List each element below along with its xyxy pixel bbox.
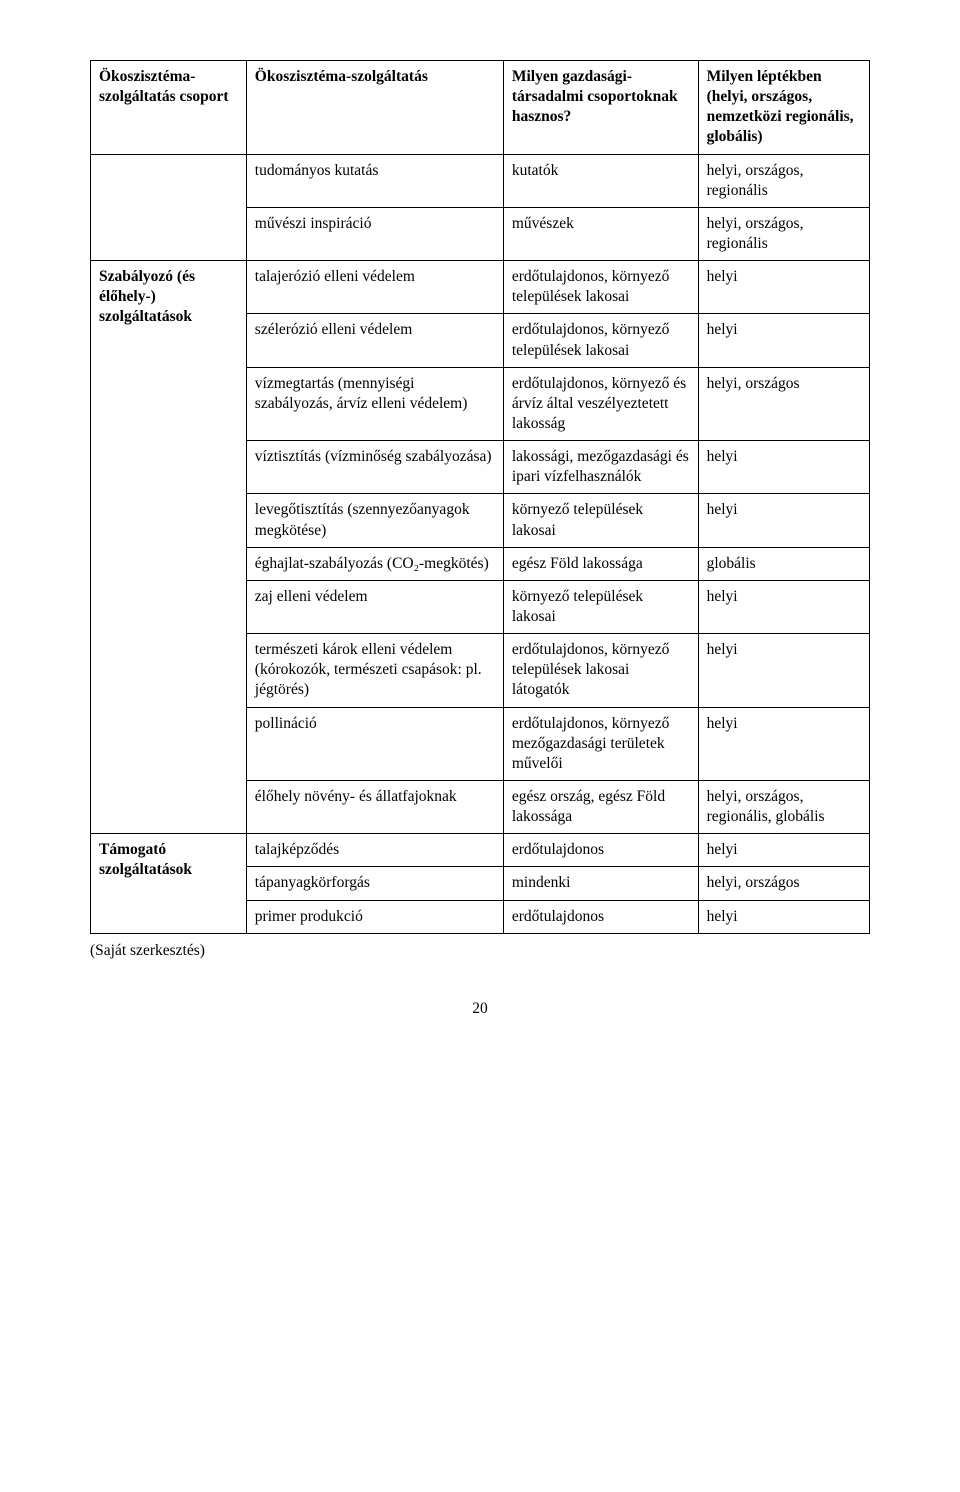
scale-cell: helyi [698, 314, 869, 367]
service-cell: vízmegtartás (mennyiségi szabályozás, ár… [246, 367, 503, 440]
benef-cell: erdőtulajdonos, környező és árvíz által … [503, 367, 698, 440]
benef-cell: környező települések lakosai [503, 494, 698, 547]
group-label: Támogató szolgáltatások [99, 841, 192, 878]
scale-cell: helyi, országos, regionális [698, 207, 869, 260]
scale-cell: helyi [698, 580, 869, 633]
header-service: Ökoszisztéma-szolgáltatás [246, 61, 503, 155]
service-cell: pollináció [246, 707, 503, 780]
scale-cell: helyi [698, 441, 869, 494]
scale-cell: helyi, országos [698, 867, 869, 900]
service-cell: tudományos kutatás [246, 154, 503, 207]
service-cell: zaj elleni védelem [246, 580, 503, 633]
service-cell: talajképződés [246, 834, 503, 867]
group-cell-regulation: Szabályozó (és élőhely-) szolgáltatások [91, 261, 247, 834]
scale-cell: helyi, országos, regionális, globális [698, 780, 869, 833]
benef-cell: mindenki [503, 867, 698, 900]
service-cell: víztisztítás (vízminőség szabályozása) [246, 441, 503, 494]
benef-cell: kutatók [503, 154, 698, 207]
table-row: Szabályozó (és élőhely-) szolgáltatások … [91, 261, 870, 314]
benef-cell: egész ország, egész Föld lakossága [503, 780, 698, 833]
benef-cell: erdőtulajdonos, környező települések lak… [503, 261, 698, 314]
benef-cell: művészek [503, 207, 698, 260]
table-row: Támogató szolgáltatások talajképződés er… [91, 834, 870, 867]
header-beneficiaries: Milyen gazdasági-társadalmi csoportoknak… [503, 61, 698, 155]
scale-cell: helyi [698, 834, 869, 867]
service-cell: művészi inspiráció [246, 207, 503, 260]
scale-cell: helyi [698, 494, 869, 547]
service-cell: szélerózió elleni védelem [246, 314, 503, 367]
benef-cell: erdőtulajdonos, környező települések lak… [503, 634, 698, 707]
group-label: Szabályozó (és élőhely-) szolgáltatások [99, 268, 195, 325]
service-cell: éghajlat-szabályozás (CO₂-megkötés) [246, 547, 503, 580]
scale-cell: helyi [698, 634, 869, 707]
scale-cell: helyi, országos, regionális [698, 154, 869, 207]
benef-cell: erdőtulajdonos, környező települések lak… [503, 314, 698, 367]
service-cell: primer produkció [246, 900, 503, 933]
benef-cell: erdőtulajdonos [503, 900, 698, 933]
source-note: (Saját szerkesztés) [90, 942, 870, 960]
service-cell: természeti károk elleni védelem (kórokoz… [246, 634, 503, 707]
scale-cell: helyi, országos [698, 367, 869, 440]
table-header-row: Ökoszisztéma-szolgáltatás csoport Ökoszi… [91, 61, 870, 155]
ecosystem-services-table: Ökoszisztéma-szolgáltatás csoport Ökoszi… [90, 60, 870, 934]
benef-cell: egész Föld lakossága [503, 547, 698, 580]
benef-cell: erdőtulajdonos [503, 834, 698, 867]
group-cell-empty [91, 154, 247, 261]
page-container: Ökoszisztéma-szolgáltatás csoport Ökoszi… [0, 0, 960, 1058]
benef-cell: erdőtulajdonos, környező mezőgazdasági t… [503, 707, 698, 780]
group-cell-support: Támogató szolgáltatások [91, 834, 247, 933]
benef-cell: környező települések lakosai [503, 580, 698, 633]
scale-cell: helyi [698, 707, 869, 780]
scale-cell: helyi [698, 900, 869, 933]
service-cell: talajerózió elleni védelem [246, 261, 503, 314]
scale-cell: globális [698, 547, 869, 580]
benef-cell: lakossági, mezőgazdasági és ipari vízfel… [503, 441, 698, 494]
page-number: 20 [90, 1000, 870, 1018]
header-group: Ökoszisztéma-szolgáltatás csoport [91, 61, 247, 155]
scale-cell: helyi [698, 261, 869, 314]
table-row: tudományos kutatás kutatók helyi, ország… [91, 154, 870, 207]
header-scale: Milyen léptékben (helyi, országos, nemze… [698, 61, 869, 155]
service-cell: élőhely növény- és állatfajoknak [246, 780, 503, 833]
service-cell: levegőtisztítás (szennyezőanyagok megköt… [246, 494, 503, 547]
service-cell: tápanyagkörforgás [246, 867, 503, 900]
